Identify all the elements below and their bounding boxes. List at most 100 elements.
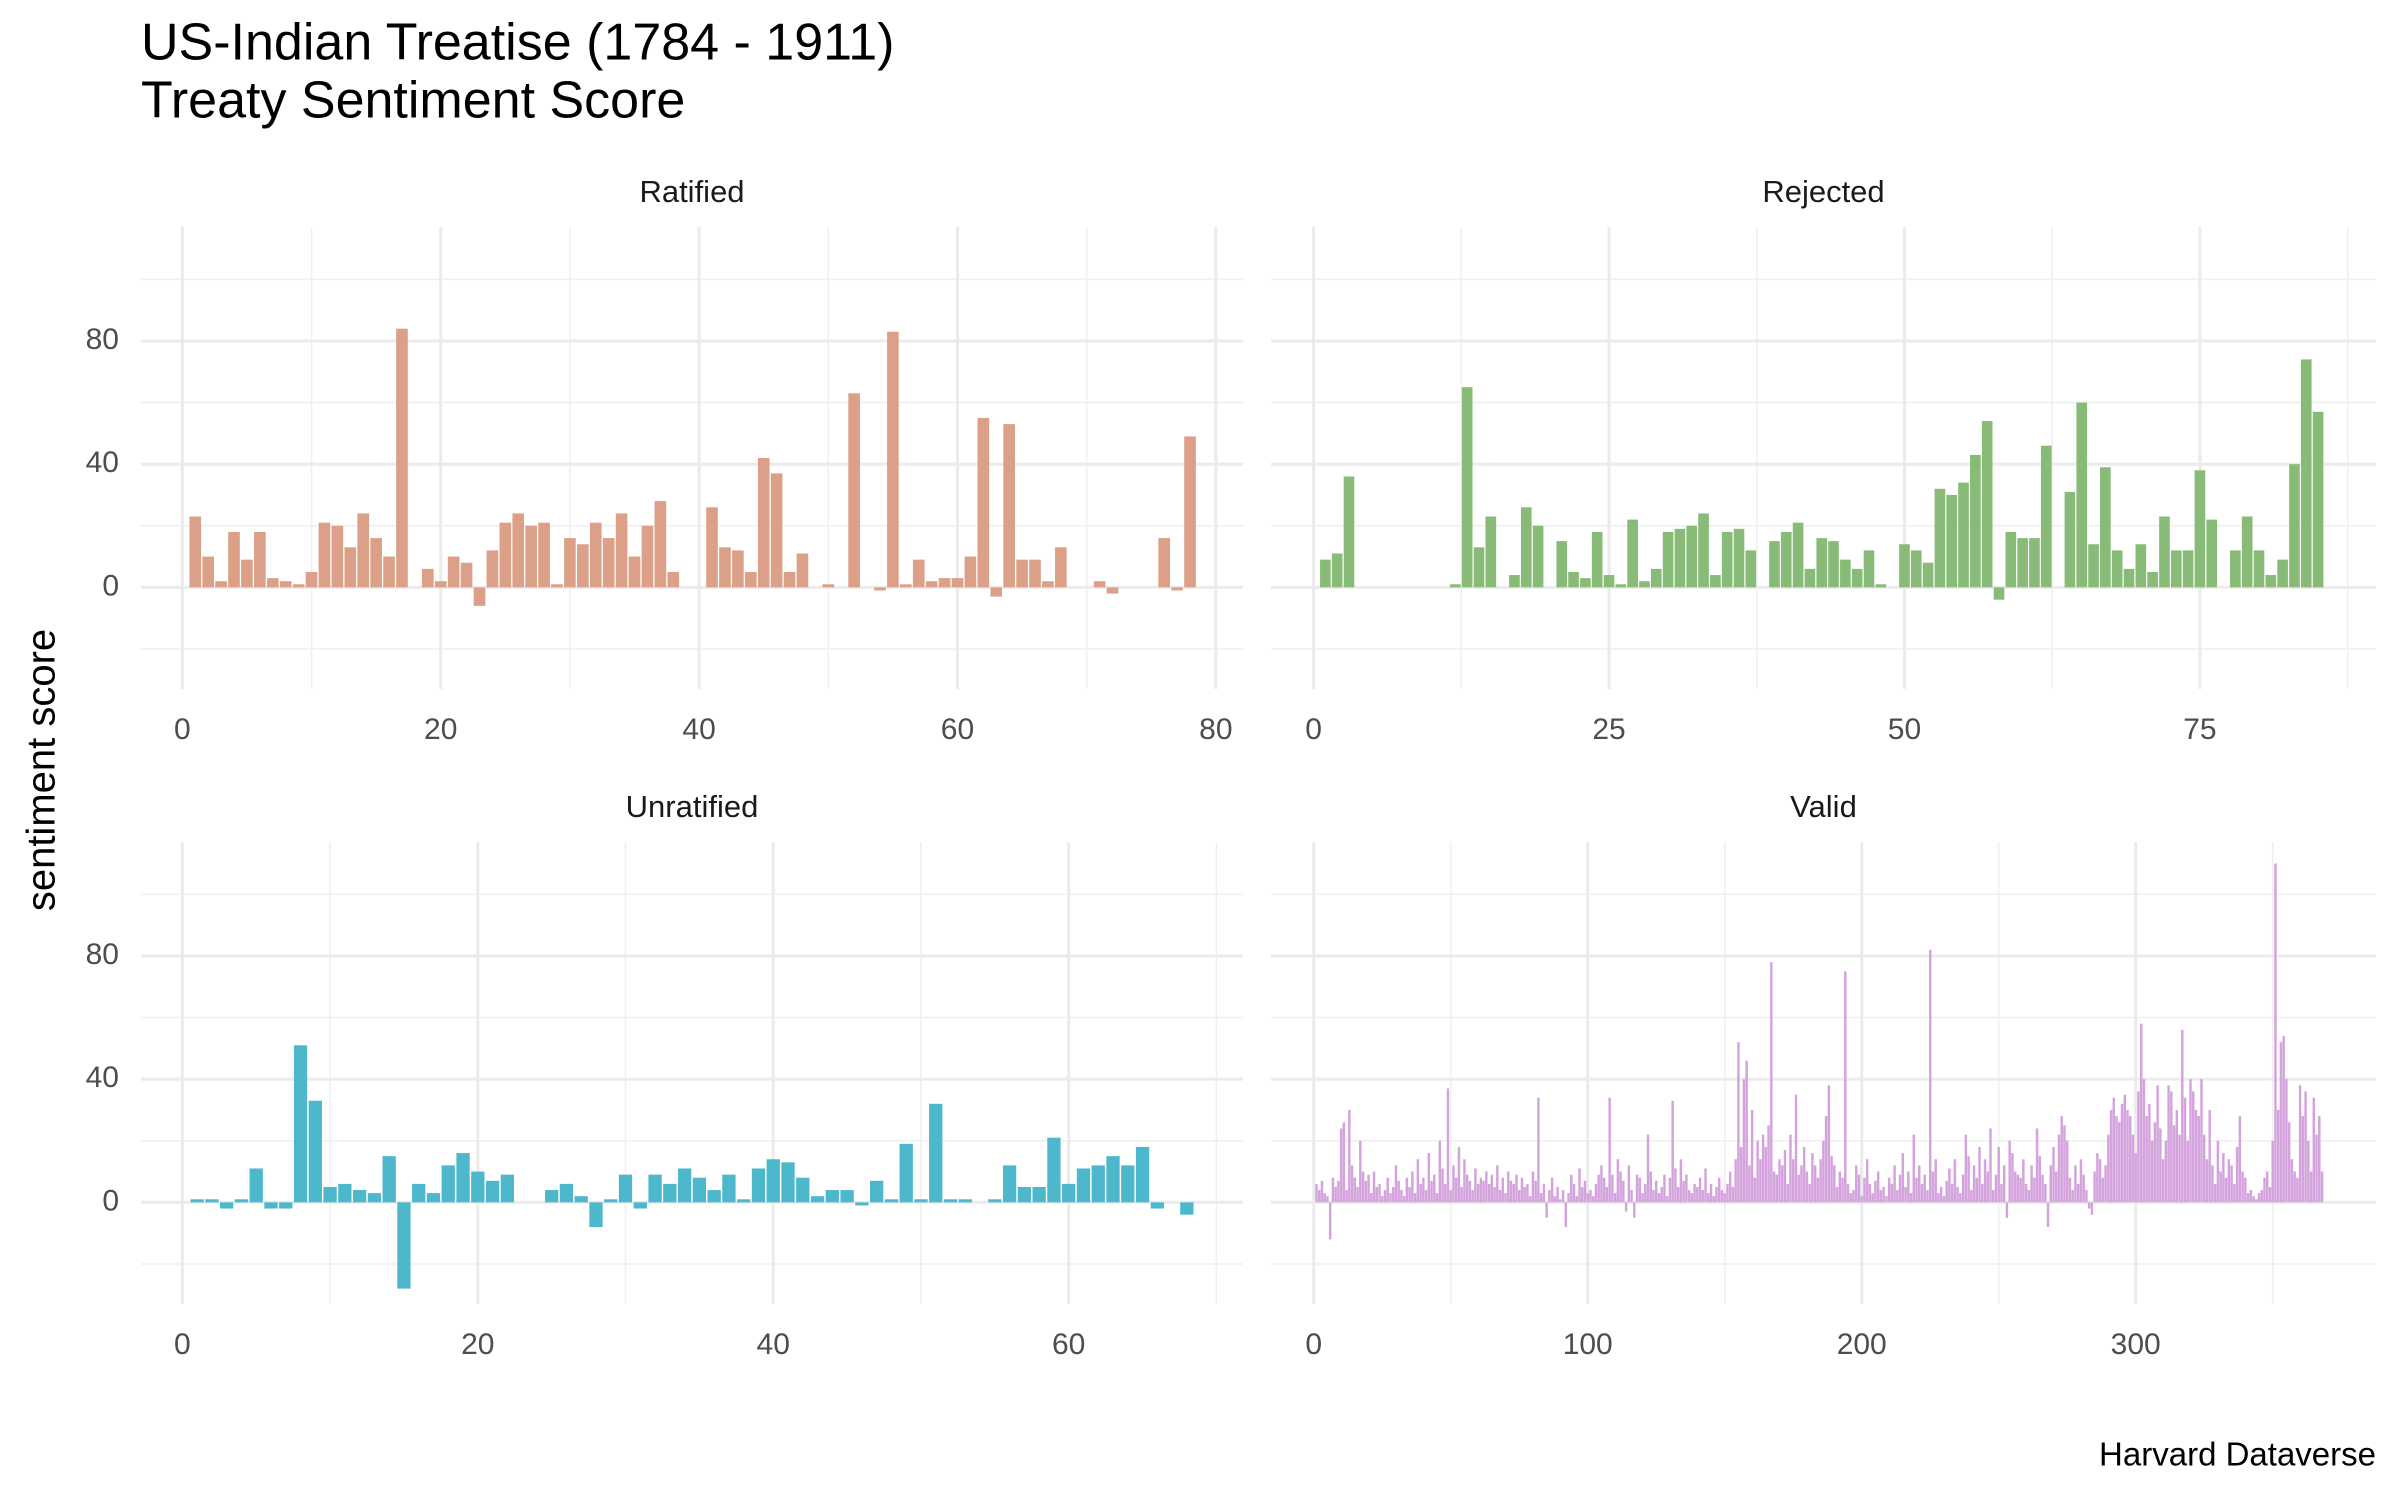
bar (2052, 1146, 2055, 1203)
bar (1350, 1165, 1354, 1203)
bar (1405, 1177, 1409, 1203)
bar (2181, 1029, 2184, 1203)
bar (1331, 553, 1343, 588)
bar (1961, 1174, 1965, 1203)
bar (338, 1183, 352, 1203)
bar (1808, 1183, 1811, 1203)
bar (308, 1100, 322, 1203)
bar (512, 513, 525, 588)
bar (1575, 1196, 1579, 1203)
bar (2312, 1097, 2316, 1203)
bar (1348, 1109, 1351, 1203)
bar (1893, 1165, 1896, 1203)
bar (2296, 1177, 2299, 1203)
bar (2202, 1134, 2206, 1203)
bar (1813, 1165, 1817, 1203)
bar (781, 1162, 795, 1203)
bar (1408, 1186, 1411, 1203)
bar (925, 581, 938, 588)
bar (1326, 1196, 1329, 1203)
bar (412, 1183, 426, 1203)
bar (2182, 550, 2194, 588)
bar (1498, 1190, 1502, 1203)
bar (1972, 1165, 1976, 1203)
bar (485, 1180, 500, 1203)
bar (1904, 1186, 1907, 1203)
bar (1918, 1165, 1921, 1203)
bar (500, 1174, 514, 1203)
bar (2033, 1177, 2036, 1203)
bar (2301, 1116, 2305, 1203)
bar (1622, 1180, 1625, 1203)
bar (2241, 516, 2253, 588)
bar (1851, 568, 1863, 588)
bar (1449, 1190, 1452, 1203)
bar (1710, 575, 1721, 588)
bar (545, 1190, 559, 1203)
bar (1958, 482, 1969, 588)
bar (1135, 1146, 1150, 1203)
bar (2137, 1091, 2140, 1203)
bar (1507, 1171, 1510, 1203)
bar (1824, 1116, 1828, 1203)
bar (1890, 1183, 1894, 1203)
bar (2049, 1165, 2053, 1203)
bar (2088, 544, 2099, 588)
bar (2287, 1122, 2291, 1203)
bar (2134, 1153, 2137, 1203)
bar (1042, 581, 1054, 588)
bar (1750, 1109, 1754, 1203)
bar (1833, 1165, 1836, 1203)
bar (2005, 531, 2017, 588)
bar (589, 1202, 603, 1227)
bar (810, 1196, 825, 1203)
strip-label: Ratified (639, 174, 744, 209)
bar (2038, 1156, 2042, 1203)
bar (1394, 1165, 1398, 1203)
strip-label: Valid (1790, 789, 1857, 824)
bar (1696, 1186, 1699, 1203)
bar (1512, 1183, 1515, 1203)
bar (471, 1171, 485, 1203)
bar (1567, 1193, 1570, 1203)
bar (1989, 1128, 1992, 1203)
bar (1400, 1190, 1403, 1203)
bar (1660, 1186, 1663, 1203)
bar (2170, 1091, 2173, 1203)
bar (2233, 1183, 2236, 1203)
bar (2178, 1134, 2181, 1203)
bar (2109, 1109, 2113, 1203)
chart-subtitle: Treaty Sentiment Score (141, 72, 685, 130)
bar (1975, 1177, 1979, 1203)
bar (2019, 1177, 2022, 1203)
bar (1474, 1168, 1477, 1203)
bar (958, 1199, 972, 1203)
bar (757, 458, 770, 588)
bar (2115, 1116, 2118, 1203)
bar (1756, 1140, 1759, 1203)
bar (1572, 1183, 1576, 1203)
bar (1367, 1174, 1370, 1203)
bar (1556, 1186, 1559, 1203)
bar (977, 417, 990, 588)
bar (1923, 1174, 1926, 1203)
bar (1978, 1146, 1981, 1203)
bar (667, 571, 680, 588)
bar (1676, 1186, 1680, 1203)
bar (2238, 1116, 2242, 1203)
bar (1465, 1174, 1469, 1203)
x-tick-label: 40 (682, 713, 715, 746)
bar (2093, 1171, 2096, 1203)
bar (2126, 1109, 2129, 1203)
bar (1981, 1183, 1984, 1203)
bar (1359, 1140, 1362, 1203)
bar (2104, 1165, 2107, 1203)
bar (2035, 1128, 2039, 1203)
bar (1561, 1190, 1565, 1203)
bar (751, 1168, 766, 1203)
bar (2107, 1134, 2110, 1203)
bar (1630, 1190, 1633, 1203)
bar (2135, 544, 2147, 588)
bar (1967, 1156, 1970, 1203)
bar (564, 538, 576, 588)
